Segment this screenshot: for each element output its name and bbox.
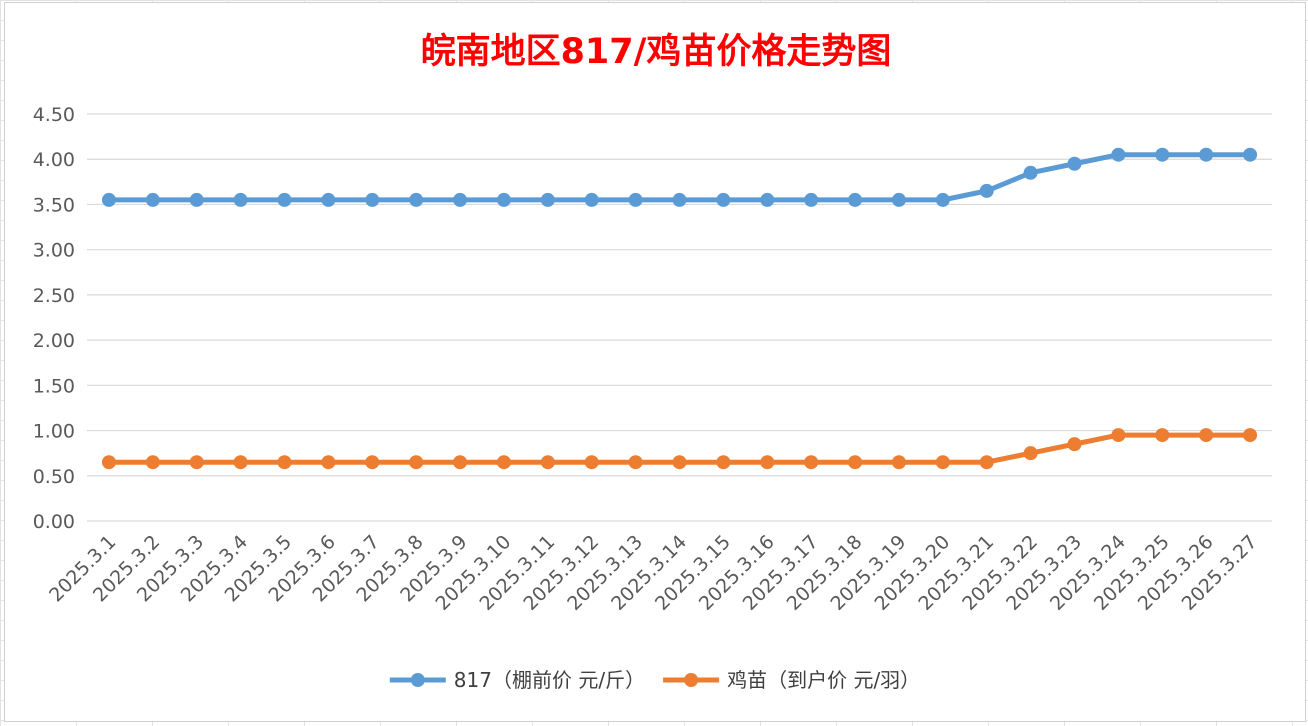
data-point[interactable]: [672, 455, 687, 470]
data-point[interactable]: [716, 455, 731, 470]
data-point[interactable]: [672, 192, 687, 207]
data-point[interactable]: [979, 455, 994, 470]
data-point[interactable]: [1243, 147, 1258, 162]
data-point[interactable]: [1111, 428, 1126, 443]
series-layer: [101, 147, 1258, 470]
legend-item[interactable]: 817（棚前价 元/斤）: [389, 668, 645, 692]
y-tick-label: 3.50: [33, 194, 75, 216]
data-point[interactable]: [1155, 428, 1170, 443]
data-point[interactable]: [277, 192, 292, 207]
data-point[interactable]: [1111, 147, 1126, 162]
legend-item[interactable]: 鸡苗（到户价 元/羽）: [663, 668, 920, 692]
data-point[interactable]: [1243, 428, 1258, 443]
data-point[interactable]: [1155, 147, 1170, 162]
data-point[interactable]: [760, 192, 775, 207]
data-point[interactable]: [848, 455, 863, 470]
data-point[interactable]: [321, 192, 336, 207]
series-1: [101, 147, 1258, 207]
data-point[interactable]: [628, 192, 643, 207]
data-point[interactable]: [233, 455, 248, 470]
data-point[interactable]: [540, 455, 555, 470]
data-point[interactable]: [1023, 446, 1038, 461]
data-point[interactable]: [891, 455, 906, 470]
y-tick-label: 0.50: [33, 466, 75, 488]
data-point[interactable]: [1067, 156, 1082, 171]
y-tick-label: 3.00: [33, 240, 75, 262]
y-tick-label: 1.00: [33, 421, 75, 443]
data-point[interactable]: [101, 192, 116, 207]
y-tick-label: 4.50: [33, 104, 75, 126]
data-point[interactable]: [716, 192, 731, 207]
data-point[interactable]: [584, 455, 599, 470]
legend-label: 鸡苗（到户价 元/羽）: [727, 668, 920, 692]
data-point[interactable]: [760, 455, 775, 470]
data-point[interactable]: [409, 455, 424, 470]
data-point[interactable]: [848, 192, 863, 207]
data-point[interactable]: [189, 192, 204, 207]
chart-area[interactable]: 皖南地区817/鸡苗价格走势图 0.00 0.50 1.00 1.50 2.00 2.50…: [4, 2, 1306, 722]
data-point[interactable]: [584, 192, 599, 207]
legend[interactable]: 817（棚前价 元/斤） 鸡苗（到户价 元/羽）: [389, 668, 920, 692]
line-chart: 皖南地区817/鸡苗价格走势图 0.00 0.50 1.00 1.50 2.00 2.50…: [33, 32, 1272, 692]
data-point[interactable]: [496, 455, 511, 470]
data-point[interactable]: [935, 455, 950, 470]
data-point[interactable]: [1199, 428, 1214, 443]
data-point[interactable]: [365, 455, 380, 470]
data-point[interactable]: [453, 192, 468, 207]
legend-marker: [410, 673, 425, 687]
legend-marker: [684, 673, 699, 687]
data-point[interactable]: [540, 192, 555, 207]
data-point[interactable]: [101, 455, 116, 470]
data-point[interactable]: [233, 192, 248, 207]
y-tick-label: 4.00: [33, 149, 75, 171]
data-point[interactable]: [628, 455, 643, 470]
data-point[interactable]: [804, 192, 819, 207]
data-point[interactable]: [277, 455, 292, 470]
data-point[interactable]: [979, 183, 994, 198]
data-point[interactable]: [409, 192, 424, 207]
y-tick-label: 0.00: [33, 511, 75, 533]
data-point[interactable]: [145, 455, 160, 470]
data-point[interactable]: [1067, 437, 1082, 452]
data-point[interactable]: [496, 192, 511, 207]
y-tick-label: 2.00: [33, 330, 75, 352]
x-axis-ticks: 2025.3.12025.3.22025.3.32025.3.42025.3.5…: [45, 531, 1261, 615]
data-point[interactable]: [804, 455, 819, 470]
data-point[interactable]: [189, 455, 204, 470]
y-tick-label: 2.50: [33, 285, 75, 307]
data-point[interactable]: [1023, 165, 1038, 180]
data-point[interactable]: [321, 455, 336, 470]
data-point[interactable]: [1199, 147, 1214, 162]
series-2: [101, 428, 1258, 470]
data-point[interactable]: [145, 192, 160, 207]
y-tick-label: 1.50: [33, 375, 75, 397]
y-axis-ticks: 0.00 0.50 1.00 1.50 2.00 2.50 3.00 3.50 4.00 4.50: [33, 104, 75, 533]
data-point[interactable]: [365, 192, 380, 207]
data-point[interactable]: [935, 192, 950, 207]
legend-label: 817（棚前价 元/斤）: [454, 668, 645, 692]
data-point[interactable]: [453, 455, 468, 470]
data-point[interactable]: [891, 192, 906, 207]
chart-title: 皖南地区817/鸡苗价格走势图: [421, 32, 892, 72]
